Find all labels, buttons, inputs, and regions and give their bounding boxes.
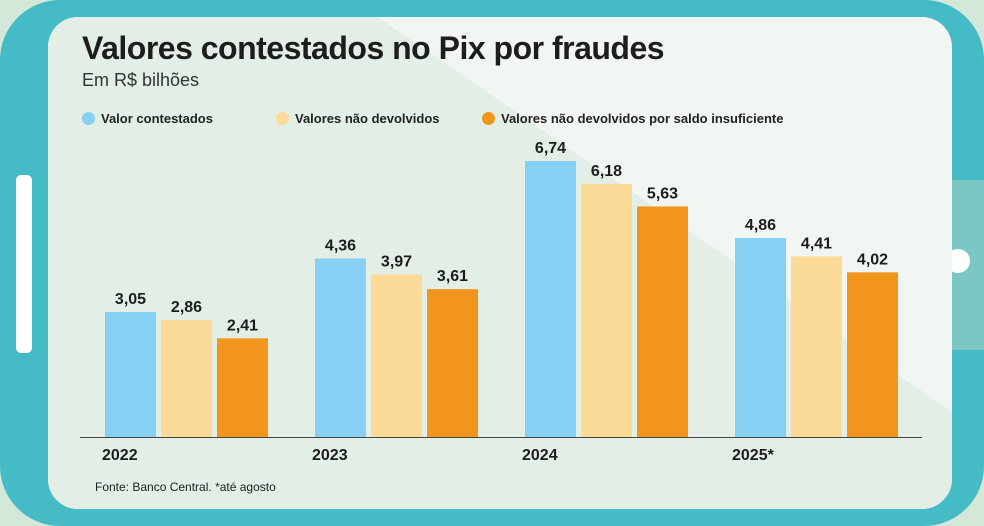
legend-swatch-series1 xyxy=(82,112,95,125)
bar-2023-series2 xyxy=(371,274,422,437)
data-label-2023-series3: 3,61 xyxy=(437,268,468,285)
legend-label-series2: Valores não devolvidos xyxy=(295,111,440,126)
x-tick-label-2025: 2025* xyxy=(732,447,775,464)
data-label-2024-series1: 6,74 xyxy=(535,140,566,157)
data-label-2024-series2: 6,18 xyxy=(591,163,622,180)
bar-2022-series3 xyxy=(217,338,268,437)
chart-title: Valores contestados no Pix por fraudes xyxy=(82,30,665,66)
x-tick-label-2022: 2022 xyxy=(102,447,138,464)
chart-source-note: Fonte: Banco Central. *até agosto xyxy=(95,480,276,494)
bar-2025-series3 xyxy=(847,272,898,437)
chart-subtitle: Em R$ bilhões xyxy=(82,70,200,90)
bar-2024-series3 xyxy=(637,206,688,437)
side-button-left xyxy=(16,175,32,353)
x-tick-label-2024: 2024 xyxy=(522,447,558,464)
bar-2024-series2 xyxy=(581,183,632,437)
bar-2022-series1 xyxy=(105,312,156,437)
x-tick-label-2023: 2023 xyxy=(312,447,348,464)
legend-swatch-series3 xyxy=(482,112,495,125)
legend-item-valor-contestados: Valor contestados xyxy=(82,111,213,126)
data-label-2025-series2: 4,41 xyxy=(801,235,832,252)
data-label-2023-series1: 4,36 xyxy=(325,237,356,254)
background-diagonal xyxy=(48,17,952,509)
legend-label-series3: Valores não devolvidos por saldo insufic… xyxy=(501,111,784,126)
legend-label-series1: Valor contestados xyxy=(101,111,213,126)
bar-2023-series1 xyxy=(315,258,366,437)
bar-2024-series1 xyxy=(525,161,576,437)
bar-2025-series2 xyxy=(791,256,842,437)
data-label-2025-series3: 4,02 xyxy=(857,251,888,268)
legend-item-saldo-insuficiente: Valores não devolvidos por saldo insufic… xyxy=(482,111,783,126)
bar-2022-series2 xyxy=(161,319,212,437)
bar-2023-series3 xyxy=(427,289,478,437)
data-label-2022-series3: 2,41 xyxy=(227,317,258,334)
data-label-2025-series1: 4,86 xyxy=(745,217,776,234)
data-label-2022-series2: 2,86 xyxy=(171,299,202,316)
legend-item-valores-nao-devolvidos: Valores não devolvidos xyxy=(276,111,440,126)
legend-swatch-series2 xyxy=(276,112,289,125)
data-label-2024-series3: 5,63 xyxy=(647,185,678,202)
data-label-2022-series1: 3,05 xyxy=(115,291,146,308)
bar-2025-series1 xyxy=(735,237,786,437)
data-label-2023-series2: 3,97 xyxy=(381,253,412,270)
